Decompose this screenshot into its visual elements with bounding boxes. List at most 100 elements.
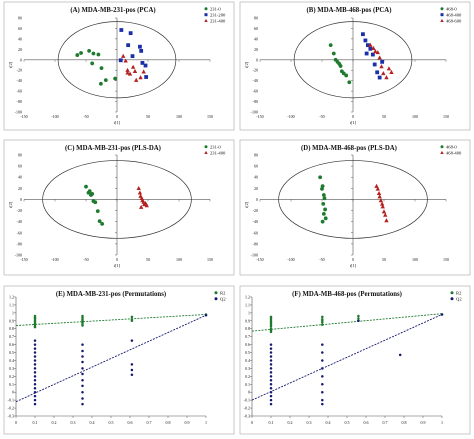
y-tick-label: -20	[17, 68, 22, 73]
legend-label: 231-400	[210, 18, 226, 23]
y-tick-label: -0.1	[244, 398, 250, 403]
y-tick-label: -0.2	[244, 406, 250, 411]
data-point-q2	[81, 390, 84, 394]
legend-marker	[440, 13, 444, 17]
x-tick-label: -50	[83, 114, 88, 119]
data-point-q2	[321, 390, 324, 394]
data-point-231-200	[126, 43, 131, 48]
data-point-q2	[33, 390, 37, 394]
data-point-q2	[321, 367, 324, 370]
y-tick-label: 40	[18, 36, 22, 41]
panel-f: (F) MDA-MB-468-pos (Permutations) 0 0.1 0.2…	[239, 285, 471, 435]
y-tick-label: 60	[254, 164, 258, 169]
legend-marker	[440, 150, 444, 155]
legend-marker	[450, 297, 454, 301]
y-tick-label: -40	[17, 219, 22, 224]
legend-label: 468-0	[446, 144, 457, 149]
y-tick-label: -80	[253, 241, 258, 246]
data-point-q2	[33, 383, 37, 386]
regression-line-r2	[15, 314, 207, 327]
data-point-231-200	[143, 63, 148, 68]
data-point-r2	[321, 315, 324, 319]
data-point-231-0	[100, 221, 105, 226]
x-tick-label: 0.6	[364, 420, 369, 425]
x-tick-label: 0.1	[33, 420, 38, 425]
x-tick-label: 0.5	[345, 420, 350, 425]
data-point-r2	[130, 315, 134, 319]
y-tick-label: -40	[17, 78, 22, 83]
data-point-468-0	[321, 193, 326, 197]
legend-marker	[214, 291, 218, 295]
data-point-q2	[269, 390, 273, 394]
y-tick-label: 0.1	[245, 382, 250, 387]
x-tick-label: 100	[412, 257, 418, 262]
data-point-q2	[130, 373, 134, 376]
x-tick-label: -100	[287, 114, 294, 119]
x-axis-label: t[1]	[114, 263, 121, 268]
y-tick-label: 80	[18, 153, 22, 158]
y-tick-label: -80	[17, 241, 22, 246]
data-point-r2	[130, 319, 134, 323]
data-point-r2	[33, 325, 37, 329]
data-point-231-200	[118, 58, 123, 63]
data-point-231-200	[139, 49, 144, 53]
panel-title: (F) MDA-MB-468-pos (Permutations)	[292, 291, 402, 298]
y-tick-label: -40	[253, 219, 258, 224]
legend-label: 231-400	[210, 150, 226, 155]
data-point-q2	[33, 386, 37, 390]
data-point-231-400	[134, 77, 139, 82]
y-tick-label: 0.4	[9, 358, 14, 363]
data-point-q2	[269, 367, 273, 370]
y-tick-label: -60	[17, 230, 22, 235]
data-point-q2	[33, 371, 37, 374]
data-point-q2	[81, 384, 84, 388]
data-point-q2	[81, 379, 84, 382]
x-tick-label: 0.1	[269, 420, 274, 425]
legend-marker	[204, 150, 208, 155]
data-point-q2	[269, 375, 273, 378]
data-point-468-400	[365, 43, 370, 48]
panel-frame	[3, 139, 235, 276]
panel-frame	[3, 1, 235, 131]
x-tick-label: 150	[443, 257, 449, 262]
x-tick-label: 0.7	[383, 420, 388, 425]
data-point-q2	[440, 313, 444, 316]
data-point-468-600	[377, 55, 382, 60]
data-point-231-400	[127, 71, 133, 76]
legend-label: 231-0	[210, 6, 221, 11]
data-point-468-400	[378, 198, 384, 203]
y-tick-label: 0.7	[9, 334, 14, 339]
y-tick-label: 0	[256, 197, 258, 202]
data-point-q2	[33, 347, 37, 350]
data-point-231-400	[144, 203, 149, 208]
data-point-231-400	[130, 64, 136, 69]
panel-title: (B) MDA-MB-468-pos (PCA)	[307, 7, 392, 14]
data-point-468-400	[370, 52, 375, 57]
data-point-q2	[269, 351, 273, 354]
data-point-q2	[81, 349, 84, 353]
regression-line-q2	[251, 314, 443, 401]
legend-label: 231-200	[210, 12, 226, 17]
y-tick-label: 1	[248, 310, 250, 315]
x-tick-label: 0.4	[326, 420, 331, 425]
panel-frame	[239, 1, 471, 131]
data-point-468-0	[321, 211, 326, 216]
data-point-468-400	[375, 70, 380, 75]
x-tick-label: 0.7	[147, 420, 152, 425]
data-point-q2	[321, 402, 324, 406]
data-point-231-400	[123, 58, 128, 63]
x-tick-label: 1	[441, 420, 443, 425]
legend-label: Q2	[456, 296, 462, 301]
data-point-468-0	[323, 216, 328, 221]
y-tick-label: 80	[254, 16, 258, 21]
x-tick-label: 0	[352, 257, 354, 262]
data-point-468-0	[320, 219, 325, 224]
data-point-231-0	[87, 189, 92, 194]
x-tick-label: 100	[176, 114, 182, 119]
hotelling-ellipse	[42, 160, 192, 239]
data-point-q2	[321, 383, 324, 386]
y-tick-label: 80	[18, 16, 22, 21]
data-point-q2	[33, 355, 37, 358]
data-point-231-0	[95, 209, 100, 214]
